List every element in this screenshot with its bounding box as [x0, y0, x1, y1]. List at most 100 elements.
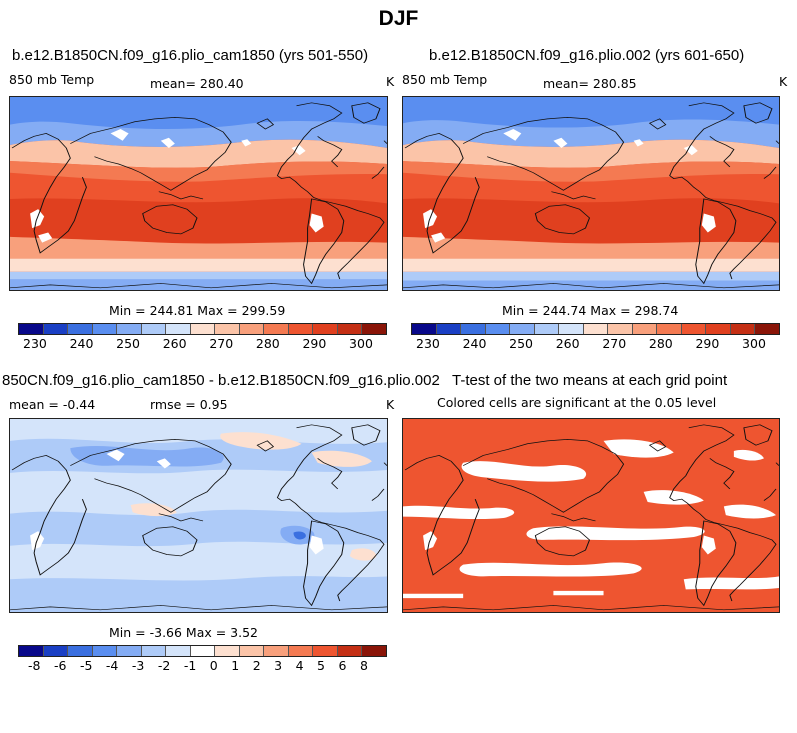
- panel3-colorbar-swatch: [68, 646, 93, 656]
- panel1-colorbar-tick-label: 270: [209, 336, 234, 351]
- panel3-colorbar-swatch: [264, 646, 289, 656]
- panel1-colorbar-swatch: [264, 324, 289, 334]
- panel1-minmax: Min = 244.81 Max = 299.59: [109, 303, 286, 318]
- panel3-colorbar-tick-label: -5: [79, 658, 93, 673]
- panel3-colorbar-labels: -8 -6 -5 -4 -3 -2 -1 0 1 2 3 4 5 6 8: [28, 658, 368, 673]
- panel3-colorbar-tick-label: -1: [183, 658, 197, 673]
- panel2-map: [402, 96, 780, 291]
- panel3-colorbar-swatch: [239, 646, 265, 656]
- panel1-map: [9, 96, 388, 291]
- panel1-colorbar-swatch: [190, 324, 216, 334]
- panel3-rmse: rmse = 0.95: [150, 397, 228, 412]
- panel2-minmax: Min = 244.74 Max = 298.74: [502, 303, 679, 318]
- panel1-colorbar-swatch: [141, 324, 167, 334]
- panel1-colorbar-tick-label: 240: [69, 336, 94, 351]
- panel1-title: b.e12.B1850CN.f09_g16.plio_cam1850 (yrs …: [12, 47, 369, 64]
- panel1-colorbar: [18, 323, 387, 335]
- panel1-colorbar-tick-label: 280: [255, 336, 280, 351]
- panel3-colorbar-tick-label: 1: [231, 658, 240, 673]
- panel3-colorbar-swatch: [337, 646, 363, 656]
- panel1-colorbar-tick-label: 290: [302, 336, 327, 351]
- panel3-map: [9, 418, 388, 613]
- panel2-variable: 850 mb Temp: [402, 72, 488, 87]
- panel1-colorbar-swatch: [362, 324, 386, 334]
- panel1-colorbar-swatch: [117, 324, 142, 334]
- panel3-colorbar-tick-label: -6: [53, 658, 67, 673]
- panel2-colorbar-swatch: [485, 324, 511, 334]
- panel3-colorbar-swatch: [166, 646, 191, 656]
- panel3-units: K: [386, 397, 395, 412]
- panel2-colorbar-swatch: [730, 324, 756, 334]
- panel2-colorbar-swatch: [608, 324, 633, 334]
- panel1-colorbar-tick-label: 250: [116, 336, 141, 351]
- panel2-colorbar-swatch: [559, 324, 584, 334]
- panel2-colorbar-tick-label: 250: [509, 336, 534, 351]
- panel1-colorbar-swatch: [43, 324, 69, 334]
- panel2-mean: mean= 280.85: [543, 76, 637, 91]
- panel3-colorbar-tick-label: 8: [359, 658, 368, 673]
- panel2-colorbar-labels: 230 240 250 260 270 280 290 300: [416, 336, 766, 351]
- panel2-colorbar-tick-label: 290: [695, 336, 720, 351]
- panel2-colorbar-swatch: [632, 324, 658, 334]
- panel1-colorbar-tick-label: 260: [162, 336, 187, 351]
- panel3-colorbar-tick-label: -4: [105, 658, 119, 673]
- panel3-colorbar-swatch: [288, 646, 314, 656]
- panel2-colorbar-swatch: [583, 324, 609, 334]
- panel3-colorbar-tick-label: 0: [209, 658, 218, 673]
- panel2-colorbar-swatch: [510, 324, 535, 334]
- panel3-colorbar-swatch: [362, 646, 386, 656]
- panel3-colorbar-tick-label: -8: [28, 658, 41, 673]
- panel1-units: K: [386, 74, 395, 89]
- panel2-colorbar-tick-label: 230: [416, 336, 440, 351]
- panel2-colorbar-swatch: [657, 324, 682, 334]
- panel2-colorbar-tick-label: 260: [555, 336, 580, 351]
- panel3-colorbar-tick-label: 6: [338, 658, 347, 673]
- panel2-colorbar-swatch: [436, 324, 462, 334]
- panel1-colorbar-labels: 230 240 250 260 270 280 290 300: [23, 336, 373, 351]
- panel4-subtitle: Colored cells are significant at the 0.0…: [437, 395, 717, 410]
- panel2-title: b.e12.B1850CN.f09_g16.plio.002 (yrs 601-…: [429, 47, 745, 64]
- figure-title: DJF: [378, 7, 419, 30]
- panel1-colorbar-tick-label: 300: [349, 336, 373, 351]
- panel2-colorbar-tick-label: 300: [742, 336, 766, 351]
- panel1-colorbar-tick-label: 230: [23, 336, 47, 351]
- panel3-colorbar-swatch: [117, 646, 142, 656]
- panel3-title: 850CN.f09_g16.plio_cam1850 - b.e12.B1850…: [2, 372, 440, 389]
- panel3-mean: mean = -0.44: [9, 397, 96, 412]
- panel3-colorbar-swatch: [43, 646, 69, 656]
- panel3-colorbar-tick-label: 2: [252, 658, 261, 673]
- panel3-colorbar-swatch: [19, 646, 44, 656]
- panel4-map: [402, 418, 780, 613]
- panel3-colorbar-swatch: [92, 646, 118, 656]
- panel2-colorbar: [411, 323, 780, 335]
- panel2-colorbar-swatch: [706, 324, 731, 334]
- panel2-colorbar-swatch: [534, 324, 560, 334]
- panel3-colorbar-tick-label: 5: [317, 658, 325, 673]
- panel2-colorbar-swatch: [461, 324, 486, 334]
- panel1-variable: 850 mb Temp: [9, 72, 95, 87]
- panel1-colorbar-swatch: [288, 324, 314, 334]
- panel1-colorbar-swatch: [19, 324, 44, 334]
- panel3-colorbar-tick-label: 4: [295, 658, 304, 673]
- panel2-colorbar-swatch: [755, 324, 779, 334]
- panel1-colorbar-swatch: [92, 324, 118, 334]
- panel3-colorbar-swatch: [313, 646, 338, 656]
- panel2-colorbar-tick-label: 240: [462, 336, 487, 351]
- panel3-colorbar-swatch: [190, 646, 216, 656]
- panel3-colorbar-swatch: [215, 646, 240, 656]
- panel3-colorbar-tick-label: 3: [274, 658, 283, 673]
- panel2-units: K: [779, 74, 788, 89]
- panel1-colorbar-swatch: [166, 324, 191, 334]
- panel2-colorbar-swatch: [681, 324, 707, 334]
- panel1-colorbar-swatch: [239, 324, 265, 334]
- panel2-colorbar-tick-label: 280: [648, 336, 673, 351]
- panel1-colorbar-swatch: [337, 324, 363, 334]
- panel1-mean: mean= 280.40: [150, 76, 244, 91]
- panel3-colorbar: [18, 645, 387, 657]
- panel3-colorbar-tick-label: -2: [157, 658, 171, 673]
- panel1-colorbar-swatch: [68, 324, 93, 334]
- panel2-colorbar-tick-label: 270: [602, 336, 627, 351]
- panel2-colorbar-swatch: [412, 324, 437, 334]
- panel1-colorbar-swatch: [313, 324, 338, 334]
- panel3-colorbar-swatch: [141, 646, 167, 656]
